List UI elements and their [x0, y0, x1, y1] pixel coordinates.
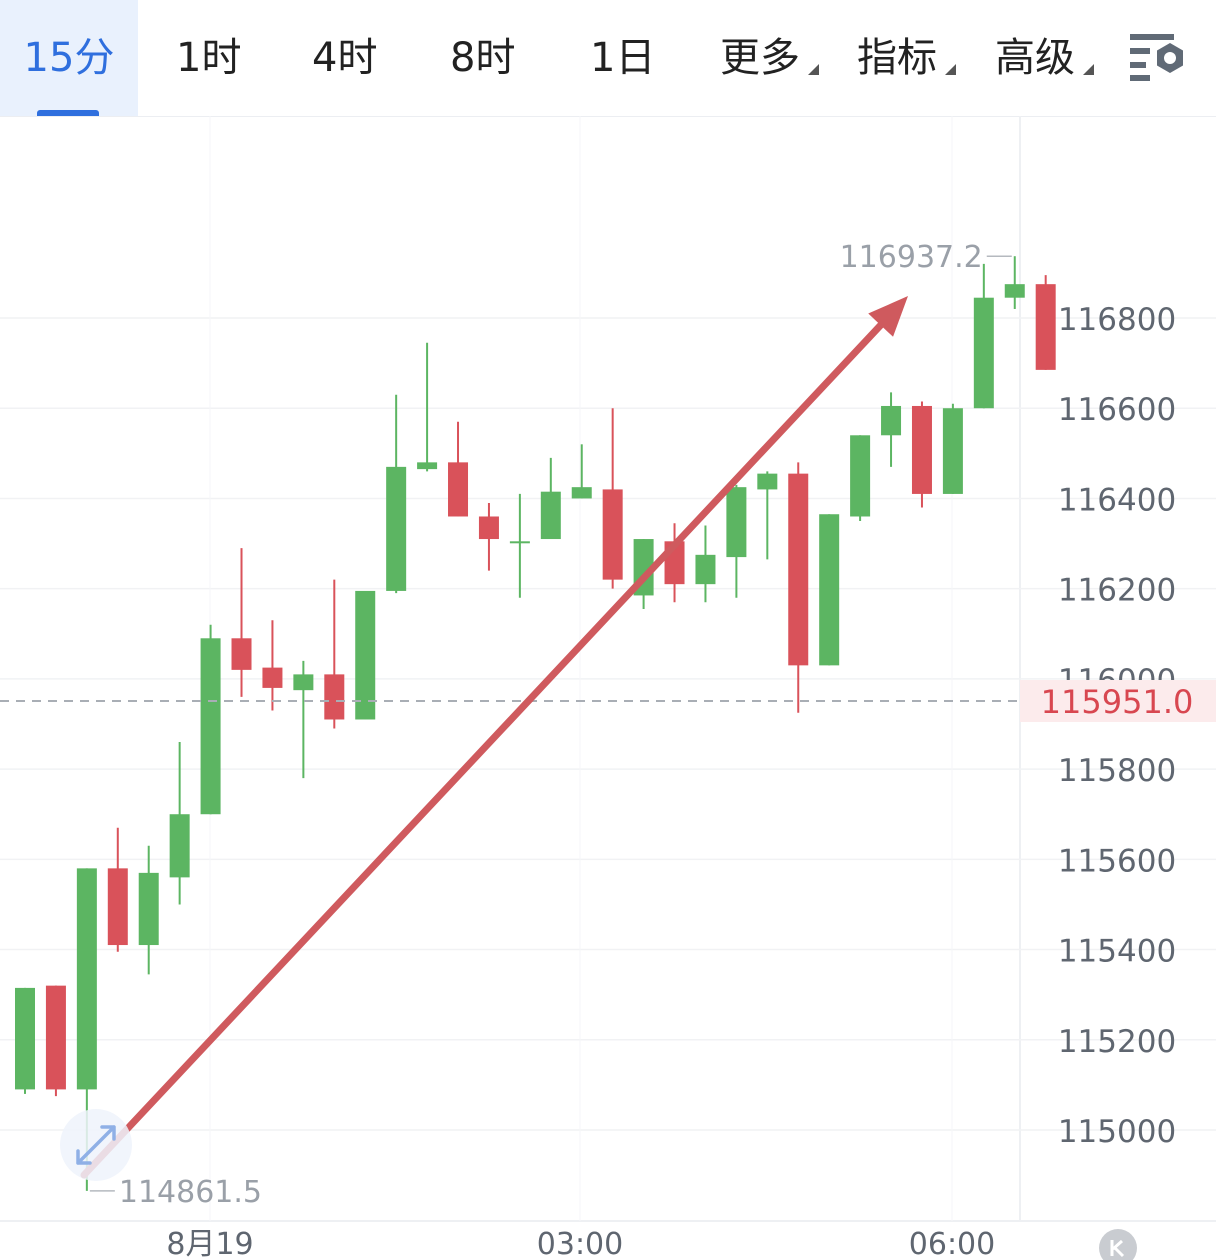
candle-body[interactable] — [417, 462, 438, 470]
y-tick-label: 116200 — [1058, 573, 1176, 609]
candle-body[interactable] — [819, 514, 840, 666]
candle-body[interactable] — [1004, 284, 1025, 298]
candle-body[interactable] — [200, 638, 221, 815]
candle-body[interactable] — [850, 435, 871, 517]
candle-body[interactable] — [695, 554, 716, 585]
candle-body[interactable] — [138, 872, 159, 946]
candle-body[interactable] — [788, 473, 809, 666]
chart-settings-icon[interactable] — [1126, 30, 1190, 84]
tab-label: 15分 — [23, 35, 115, 81]
candle-body[interactable] — [324, 674, 345, 720]
tab-3[interactable]: 8时 — [450, 0, 515, 116]
trend-arrow-head — [868, 296, 908, 337]
candle-body[interactable] — [757, 473, 778, 490]
candle-body[interactable] — [911, 405, 932, 494]
tab-7[interactable]: 高级 — [995, 0, 1094, 116]
candle-body[interactable] — [448, 462, 469, 517]
candle-body[interactable] — [262, 667, 283, 688]
tab-label: 1日 — [590, 35, 656, 81]
y-tick-label: 115000 — [1058, 1114, 1176, 1150]
tab-6[interactable]: 指标 — [857, 0, 956, 116]
dropdown-caret-icon — [808, 64, 819, 75]
candle-body[interactable] — [881, 405, 902, 436]
tab-4[interactable]: 1日 — [590, 0, 655, 116]
y-tick-label: 116800 — [1058, 302, 1176, 338]
y-tick-label: 115800 — [1058, 753, 1176, 789]
candle-body[interactable] — [509, 541, 530, 544]
candle-body[interactable] — [76, 868, 97, 1090]
tab-5[interactable]: 更多 — [720, 0, 819, 116]
kline-badge-icon[interactable] — [1099, 1229, 1137, 1260]
candle-body[interactable] — [478, 516, 499, 540]
y-tick-label: 115600 — [1058, 843, 1176, 879]
candle-body[interactable] — [386, 466, 407, 591]
candle-body[interactable] — [726, 487, 747, 558]
tab-label: 8时 — [450, 35, 516, 81]
candle-body[interactable] — [942, 408, 963, 494]
tab-label: 4时 — [312, 35, 378, 81]
candle-body[interactable] — [355, 590, 376, 720]
trend-arrow-shaft — [80, 321, 885, 1179]
tab-label: 高级 — [995, 35, 1075, 81]
candle-body[interactable] — [973, 297, 994, 409]
current-price-badge — [1020, 679, 1216, 722]
y-tick-label: 115200 — [1058, 1024, 1176, 1060]
candle-body[interactable] — [540, 491, 561, 540]
tab-2[interactable]: 4时 — [312, 0, 377, 116]
x-tick-label: 8月19 — [166, 1227, 253, 1260]
candlestick-chart[interactable]: 1168001166001164001162001160001158001156… — [0, 116, 1216, 1260]
dropdown-caret-icon — [1083, 64, 1094, 75]
expand-chart-icon[interactable] — [60, 1109, 132, 1181]
candle-body[interactable] — [602, 489, 623, 580]
y-tick-label: 116600 — [1058, 392, 1176, 428]
candle-body[interactable] — [293, 674, 314, 691]
candle-body[interactable] — [1035, 284, 1056, 370]
tab-label: 1时 — [176, 35, 242, 81]
candle-body[interactable] — [231, 638, 252, 670]
x-tick-label: 06:00 — [909, 1227, 995, 1260]
candle-body[interactable] — [15, 987, 35, 1090]
max-price-label: 116937.2 — [840, 240, 983, 275]
x-tick-label: 03:00 — [537, 1227, 623, 1260]
candle-body[interactable] — [107, 868, 128, 946]
candle-body[interactable] — [169, 814, 190, 878]
dropdown-caret-icon — [945, 64, 956, 75]
tab-label: 更多 — [720, 35, 800, 81]
candle-body[interactable] — [45, 985, 66, 1090]
y-tick-label: 116400 — [1058, 482, 1176, 518]
tab-1[interactable]: 1时 — [176, 0, 241, 116]
tab-0[interactable]: 15分 — [0, 0, 138, 116]
current-price-label: 115951.0 — [1041, 683, 1194, 721]
tab-label: 指标 — [857, 35, 937, 81]
y-tick-label: 115400 — [1058, 934, 1176, 970]
candle-body[interactable] — [571, 487, 592, 499]
timeframe-toolbar: 15分 1时 4时 8时 1日 更多 指标 高级 — [0, 0, 1216, 117]
min-price-label: 114861.5 — [119, 1175, 262, 1210]
